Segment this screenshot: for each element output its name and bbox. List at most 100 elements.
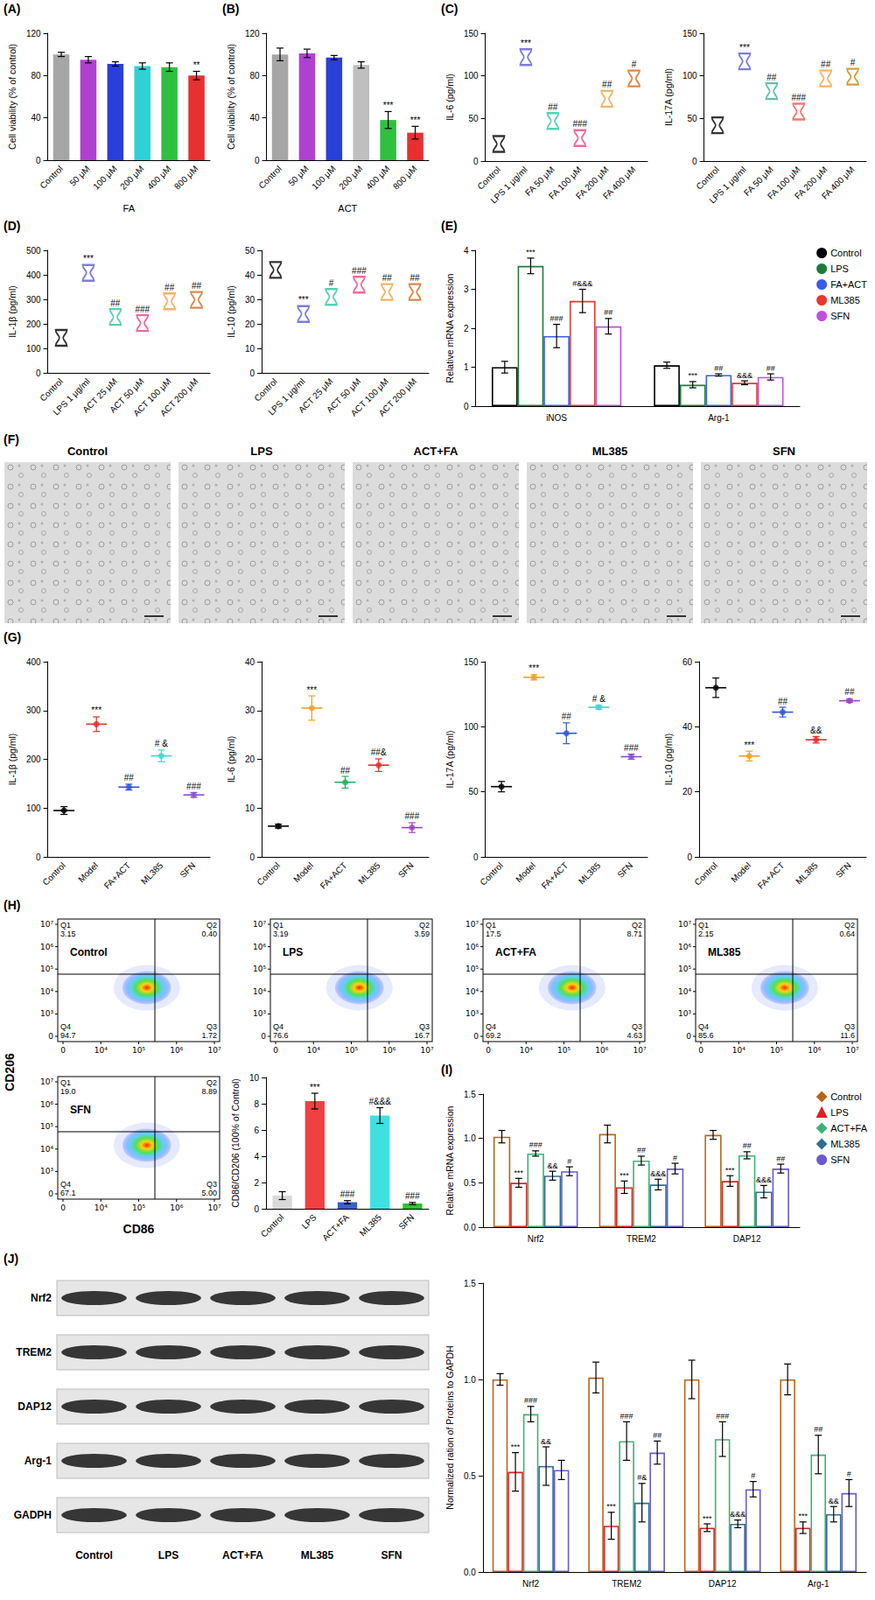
svg-text:ML385: ML385 [830, 294, 861, 306]
svg-text:***: *** [528, 663, 539, 673]
svg-text:0.5: 0.5 [463, 1177, 476, 1188]
svg-text:Control: Control [259, 1211, 287, 1239]
svg-text:10⁶: 10⁶ [807, 1045, 821, 1055]
svg-text:100: 100 [26, 803, 42, 813]
svg-text:##: ## [714, 364, 723, 373]
svg-text:Q1: Q1 [60, 1078, 71, 1087]
svg-text:##: ## [602, 79, 613, 90]
svg-text:Control: Control [477, 860, 505, 888]
svg-text:20: 20 [682, 786, 693, 797]
svg-text:0: 0 [485, 1045, 491, 1055]
svg-text:SFN: SFN [830, 310, 850, 322]
svg-text:10⁶: 10⁶ [40, 1099, 54, 1109]
svg-text:#: # [672, 1153, 678, 1162]
svg-text:50 μM: 50 μM [286, 163, 311, 189]
svg-text:***: *** [687, 371, 698, 380]
svg-text:###: ### [405, 1190, 420, 1201]
svg-text:10⁶: 10⁶ [252, 942, 266, 952]
svg-text:SFN: SFN [615, 860, 635, 880]
svg-text:1.5: 1.5 [463, 1278, 476, 1288]
svg-text:10⁴: 10⁴ [465, 987, 479, 996]
svg-text:Arg-1: Arg-1 [24, 1454, 53, 1467]
svg-text:40: 40 [245, 270, 256, 280]
svg-text:0: 0 [35, 852, 42, 862]
svg-text:0: 0 [473, 1031, 479, 1041]
svg-text:SFN: SFN [396, 860, 416, 880]
svg-text:Model: Model [76, 860, 100, 884]
svg-text:##: ## [777, 696, 789, 707]
svg-text:100: 100 [463, 70, 479, 81]
svg-text:#: # [850, 57, 856, 68]
svg-text:10⁷: 10⁷ [465, 919, 479, 929]
svg-text:##: ## [820, 59, 832, 70]
svg-text:2: 2 [253, 1177, 259, 1188]
svg-text:###: ### [572, 119, 588, 129]
svg-text:0: 0 [273, 1045, 279, 1055]
svg-text:100 μM: 100 μM [309, 163, 337, 191]
svg-text:5.00: 5.00 [201, 1188, 217, 1197]
svg-text:100: 100 [463, 721, 479, 732]
svg-text:10⁵: 10⁵ [40, 964, 54, 973]
svg-text:##: ## [766, 72, 777, 83]
svg-text:##: ## [637, 1145, 646, 1155]
svg-text:10³: 10³ [465, 1008, 479, 1018]
svg-text:0: 0 [473, 852, 479, 862]
svg-text:##: ## [844, 686, 855, 697]
svg-text:LPS 1 μg/ml: LPS 1 μg/ml [707, 164, 748, 205]
svg-text:ML385: ML385 [357, 1211, 385, 1239]
svg-text:CD86: CD86 [123, 1221, 155, 1236]
svg-text:TREM2: TREM2 [611, 1578, 642, 1589]
svg-text:10⁶: 10⁶ [382, 1045, 396, 1055]
svg-text:Model: Model [513, 860, 538, 884]
svg-text:###: ### [791, 92, 806, 103]
svg-text:Q2: Q2 [631, 920, 643, 930]
svg-text:Control: Control [256, 163, 284, 191]
svg-text:10⁷: 10⁷ [207, 1045, 221, 1055]
svg-text:150: 150 [463, 28, 479, 39]
svg-text:##: ## [124, 772, 135, 783]
svg-text:94.7: 94.7 [60, 1030, 77, 1040]
svg-text:3.59: 3.59 [413, 929, 430, 938]
svg-text:&&: && [828, 1496, 840, 1505]
svg-text:0: 0 [686, 1031, 692, 1041]
svg-text:100: 100 [682, 70, 698, 81]
svg-text:10⁶: 10⁶ [595, 1045, 609, 1055]
svg-text:Normalized ration of Proteins: Normalized ration of Proteins to GAPDH [444, 1344, 455, 1509]
svg-text:Control: Control [693, 164, 721, 192]
svg-text:Relative mRNA expression: Relative mRNA expression [444, 273, 455, 383]
svg-text:ACT 200 μM: ACT 200 μM [158, 376, 200, 418]
svg-text:200: 200 [26, 754, 42, 764]
svg-text:###: ### [620, 1411, 634, 1421]
svg-text:Cell viability (% of control): Cell viability (% of control) [7, 43, 18, 150]
svg-text:FA+ACT: FA+ACT [102, 860, 133, 891]
svg-text:40: 40 [245, 657, 256, 667]
svg-text:###: ### [524, 1395, 538, 1405]
svg-text:ML385: ML385 [301, 1548, 335, 1561]
svg-text:10³: 10³ [678, 1008, 692, 1018]
svg-text:IL-1β (pg/ml): IL-1β (pg/ml) [7, 733, 18, 786]
svg-text:400 μM: 400 μM [364, 163, 392, 191]
svg-text:3.19: 3.19 [273, 929, 289, 938]
svg-text:Q1: Q1 [698, 920, 709, 930]
svg-text:TREM2: TREM2 [626, 1233, 657, 1244]
svg-text:DAP12: DAP12 [17, 1400, 52, 1413]
svg-text:***: *** [798, 1511, 808, 1520]
svg-text:IL-6 (pg/ml): IL-6 (pg/ml) [225, 735, 237, 784]
svg-text:&&: && [540, 1436, 552, 1446]
svg-text:Q3: Q3 [844, 1022, 855, 1031]
svg-text:0.40: 0.40 [201, 929, 217, 938]
svg-text:10⁷: 10⁷ [252, 919, 266, 929]
svg-text:Control: Control [75, 1548, 113, 1561]
svg-text:500: 500 [26, 245, 42, 256]
svg-text:2.15: 2.15 [698, 929, 714, 938]
svg-text:ACT: ACT [337, 203, 357, 214]
svg-text:&&: && [810, 725, 823, 735]
svg-text:***: *** [525, 247, 536, 257]
svg-text:10⁷: 10⁷ [845, 1045, 859, 1055]
svg-text:0: 0 [698, 1045, 704, 1055]
svg-text:10⁴: 10⁴ [678, 987, 692, 996]
svg-text:Nrf2: Nrf2 [30, 1291, 52, 1304]
svg-text:10⁷: 10⁷ [207, 1203, 221, 1212]
svg-text:**: ** [193, 60, 201, 70]
svg-text:Control: Control [37, 376, 65, 404]
